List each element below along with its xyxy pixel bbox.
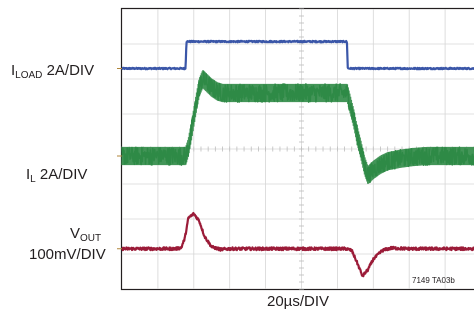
figure-id: 7149 TA03b xyxy=(412,276,455,285)
vout-scale-label: 100mV/DIV xyxy=(29,246,106,263)
il-trace-label: IL 2A/DIV xyxy=(26,166,88,185)
trace-0 xyxy=(121,39,474,71)
trace-2 xyxy=(121,211,474,278)
trace-1-ripple xyxy=(121,70,474,184)
iload-trace-label: ILOAD 2A/DIV xyxy=(11,62,95,81)
plot-traces xyxy=(121,39,474,278)
vout-trace-label: VOUT xyxy=(70,225,102,244)
channel-markers xyxy=(117,68,122,250)
x-axis-label: 20µs/DIV xyxy=(267,293,329,310)
